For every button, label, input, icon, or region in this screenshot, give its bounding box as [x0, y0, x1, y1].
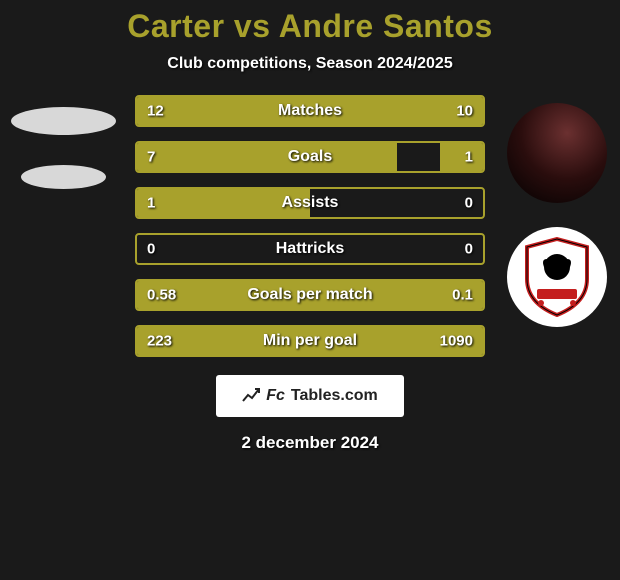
stat-label: Assists [137, 194, 483, 212]
left-player-avatar-placeholder [11, 107, 116, 135]
stat-row: 7Goals1 [135, 141, 485, 173]
stat-row: 0.58Goals per match0.1 [135, 279, 485, 311]
stat-row: 12Matches10 [135, 95, 485, 127]
right-player-column [502, 95, 612, 327]
title-right: Andre Santos [279, 8, 493, 44]
page-title: Carter vs Andre Santos [127, 8, 492, 45]
date-text: 2 december 2024 [241, 433, 378, 453]
right-player-avatar [507, 103, 607, 203]
stat-label: Goals per match [137, 286, 483, 304]
stat-row: 223Min per goal1090 [135, 325, 485, 357]
stat-value-right: 0 [465, 195, 473, 212]
left-player-column [8, 95, 118, 189]
stat-value-right: 0 [465, 241, 473, 258]
title-vs: vs [234, 8, 271, 44]
stat-row: 1Assists0 [135, 187, 485, 219]
brand-badge[interactable]: Fc Tables.com [216, 375, 404, 417]
chart-icon [242, 387, 260, 405]
stat-label: Goals [137, 148, 483, 166]
brand-text: Tables.com [291, 387, 378, 405]
stat-value-right: 1 [465, 149, 473, 166]
subtitle: Club competitions, Season 2024/2025 [167, 55, 452, 73]
stat-label: Matches [137, 102, 483, 120]
stat-label: Hattricks [137, 240, 483, 258]
stat-value-right: 10 [456, 103, 473, 120]
stat-row: 0Hattricks0 [135, 233, 485, 265]
right-club-crest [507, 227, 607, 327]
shield-icon [523, 237, 591, 317]
stat-value-right: 0.1 [452, 287, 473, 304]
stats-column: 12Matches107Goals11Assists00Hattricks00.… [135, 95, 485, 357]
stat-label: Min per goal [137, 332, 483, 350]
title-left: Carter [127, 8, 224, 44]
stat-value-right: 1090 [440, 333, 473, 350]
brand-prefix: Fc [266, 387, 285, 405]
left-club-crest-placeholder [21, 165, 106, 189]
comparison-area: 12Matches107Goals11Assists00Hattricks00.… [0, 95, 620, 357]
